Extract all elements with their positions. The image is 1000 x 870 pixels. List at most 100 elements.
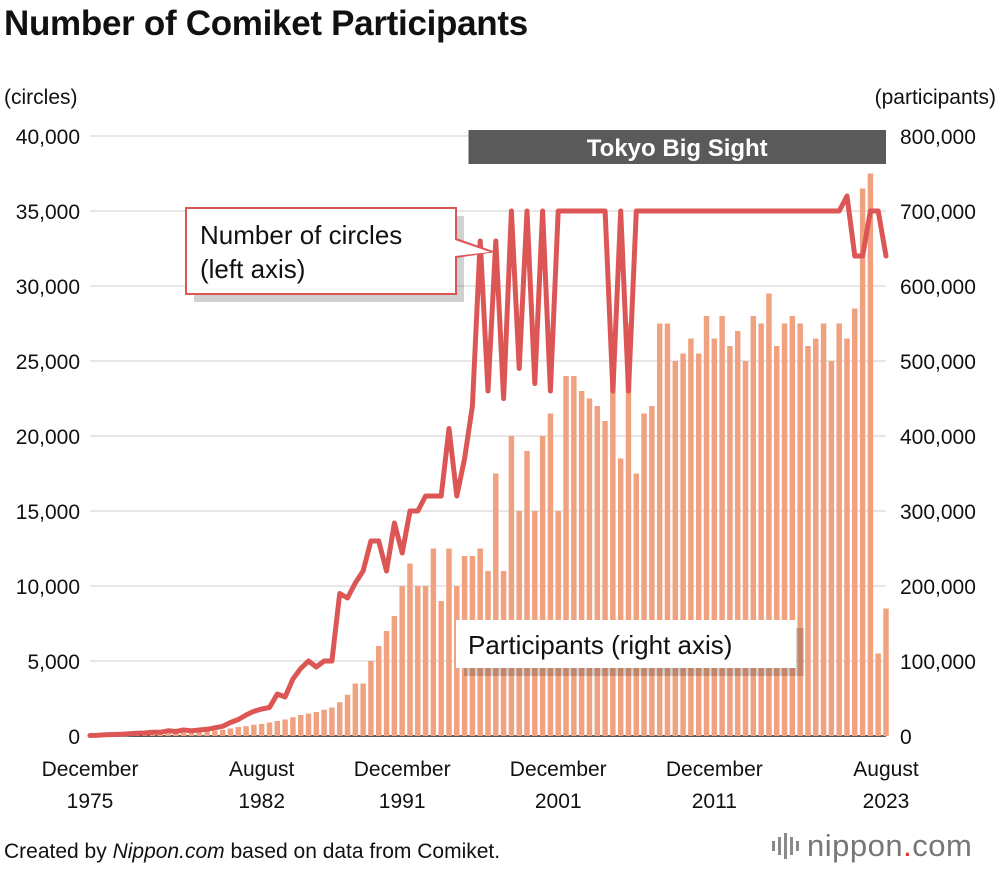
participants-bar	[508, 436, 515, 736]
participants-bar	[376, 646, 382, 736]
participants-bar	[173, 733, 179, 736]
participants-bar	[258, 724, 265, 736]
participants-bar	[329, 707, 335, 736]
left-tick-label: 25,000	[16, 351, 80, 374]
participants-bar	[727, 346, 733, 736]
participants-bar	[586, 398, 593, 736]
credit-prefix: Created by	[4, 840, 113, 863]
right-tick-label: 700,000	[900, 201, 976, 224]
right-tick-label: 400,000	[900, 426, 976, 449]
participants-bar	[641, 413, 647, 736]
participants-bar	[212, 730, 218, 736]
participants-bar	[196, 732, 202, 736]
participants-bar	[688, 338, 694, 736]
participants-bar	[539, 436, 546, 736]
participants-bar	[336, 702, 343, 736]
participants-bar	[703, 316, 710, 736]
x-label-line2: 2023	[863, 790, 910, 813]
participants-bar	[399, 586, 405, 736]
left-axis-label: (circles)	[4, 86, 78, 109]
participants-bar	[758, 323, 764, 736]
participants-bar	[766, 293, 772, 736]
left-axis-ticks: 0 5,000 10,000 15,000 20,000 25,000 30,000 35,0…	[16, 126, 80, 749]
right-tick-label: 300,000	[900, 501, 976, 524]
participants-bar	[352, 683, 359, 736]
right-tick-label: 500,000	[900, 351, 976, 374]
participants-bar	[633, 473, 640, 736]
banner-label: Tokyo Big Sight	[587, 135, 768, 162]
participants-bar	[617, 458, 624, 736]
banner-rect	[468, 130, 886, 164]
left-tick-label: 5,000	[27, 651, 80, 674]
left-tick-label: 40,000	[16, 126, 80, 149]
participants-bar	[571, 376, 577, 736]
participants-bar	[742, 361, 749, 736]
circles-line-path	[87, 193, 889, 738]
participants-bar	[774, 346, 780, 736]
participants-bar	[344, 694, 351, 736]
x-label-line2: 1975	[67, 790, 114, 813]
participants-bar	[625, 323, 632, 736]
circles-annotation: Number of circles (left axis)	[185, 207, 496, 302]
participants-bar	[415, 586, 421, 736]
participants-bar	[680, 353, 686, 736]
participants-bar	[805, 346, 811, 736]
right-tick-label: 800,000	[900, 126, 976, 149]
participants-bar	[828, 361, 835, 736]
participants-bar	[297, 715, 304, 736]
participants-bar	[883, 608, 889, 736]
participants-bar	[719, 316, 725, 736]
participants-bar	[578, 391, 585, 736]
participants-bar	[875, 653, 881, 736]
x-label-line1: December	[354, 758, 451, 781]
participants-bar	[844, 338, 850, 736]
x-label-line2: 2001	[535, 790, 582, 813]
participants-bar	[383, 631, 390, 736]
participants-bar	[664, 323, 671, 736]
participants-bar	[266, 722, 273, 736]
circles-annotation-line2: (left axis)	[200, 254, 305, 284]
participants-bar	[274, 721, 281, 736]
participants-bar	[781, 323, 788, 736]
participants-bar	[360, 683, 366, 736]
x-label-line1: December	[510, 758, 607, 781]
x-label-line2: 1982	[238, 790, 285, 813]
participants-bar	[321, 709, 327, 736]
participants-bar	[820, 323, 827, 736]
participants-bar	[407, 563, 413, 736]
participants-bar	[524, 451, 530, 736]
participants-bar	[711, 338, 718, 736]
right-tick-label: 600,000	[900, 276, 976, 299]
participants-bar	[368, 661, 374, 736]
right-tick-label: 0	[900, 726, 912, 749]
participants-bar	[493, 473, 499, 736]
participants-bar	[188, 732, 195, 736]
participants-bar	[813, 338, 819, 736]
left-tick-label: 15,000	[16, 501, 80, 524]
nippon-logo: nippon.com	[772, 828, 972, 864]
participants-annotation: Participants (right axis)	[456, 620, 804, 676]
left-tick-label: 20,000	[16, 426, 80, 449]
participants-bar	[422, 586, 429, 736]
x-label-line2: 1991	[379, 790, 426, 813]
x-label-line1: December	[666, 758, 763, 781]
participants-annotation-text: Participants (right axis)	[468, 630, 732, 660]
participants-bar	[797, 323, 803, 736]
x-label-line1: December	[42, 758, 139, 781]
participants-bar	[672, 361, 679, 736]
participants-bar	[656, 323, 663, 736]
participants-bar	[859, 188, 866, 736]
participants-bar	[165, 733, 171, 736]
logo-mark-icon	[772, 833, 799, 859]
x-label-line2: 2011	[692, 790, 737, 813]
participants-bar	[251, 724, 257, 736]
participants-bar	[227, 728, 234, 736]
circles-line	[87, 193, 889, 738]
left-tick-label: 0	[68, 726, 80, 749]
participants-bar	[563, 376, 569, 736]
participants-bar	[649, 406, 655, 736]
credit-line: Created by Nippon.com based on data from…	[4, 840, 500, 864]
tokyo-big-sight-banner: Tokyo Big Sight	[468, 130, 886, 164]
participants-bar	[235, 727, 242, 736]
